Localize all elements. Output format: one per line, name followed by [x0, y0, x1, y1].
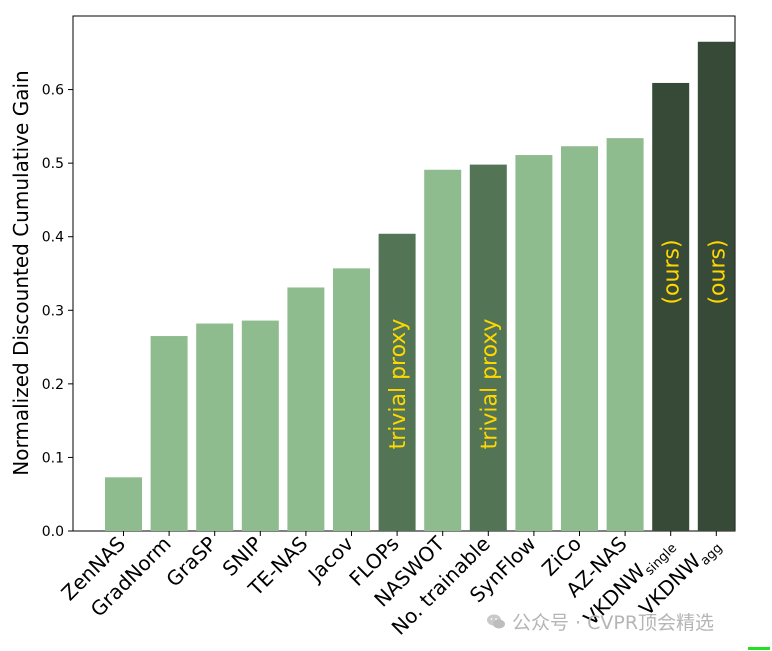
bar: [561, 146, 598, 531]
y-tick-label: 0.2: [42, 377, 64, 393]
bar: [515, 155, 553, 532]
bar: [652, 82, 690, 531]
bar: [105, 477, 142, 531]
bar: [196, 323, 234, 531]
y-tick-label: 0.6: [42, 83, 64, 99]
watermark-text: 公众号 · CVPR顶会精选: [512, 612, 715, 634]
x-tick-label: GraSP: [161, 532, 221, 592]
bar-annotation: (ours): [660, 239, 685, 304]
bar-annotation: trivial proxy: [477, 319, 502, 450]
watermark: 公众号 · CVPR顶会精选: [486, 608, 714, 635]
y-tick-label: 0.5: [42, 156, 64, 172]
wechat-icon: [487, 614, 505, 628]
bars: [105, 41, 735, 532]
bar-annotation: trivial proxy: [386, 319, 411, 450]
y-tick-label: 0.4: [42, 230, 64, 246]
bar: [697, 41, 735, 531]
bar-annotations: trivial proxy trivial proxy (ours) (ours): [386, 239, 730, 449]
y-tick-label: 0.1: [42, 450, 64, 466]
y-tick-label: 0.3: [42, 303, 64, 319]
bar: [150, 336, 188, 531]
bar: [241, 320, 279, 531]
bar: [469, 164, 507, 531]
bar: [378, 233, 416, 531]
bar-annotation: (ours): [705, 239, 730, 304]
green-mark: [748, 647, 770, 650]
bar: [333, 268, 370, 531]
x-tick-label-main: GraSP: [161, 532, 221, 592]
y-axis: 0.0 0.1 0.2 0.3 0.4 0.5 0.6: [42, 83, 73, 540]
bar: [424, 169, 462, 531]
bar: [287, 287, 325, 531]
y-tick-label: 0.0: [42, 524, 64, 540]
bar: [606, 138, 644, 531]
y-axis-label: Normalized Discounted Cumulative Gain: [9, 70, 33, 475]
